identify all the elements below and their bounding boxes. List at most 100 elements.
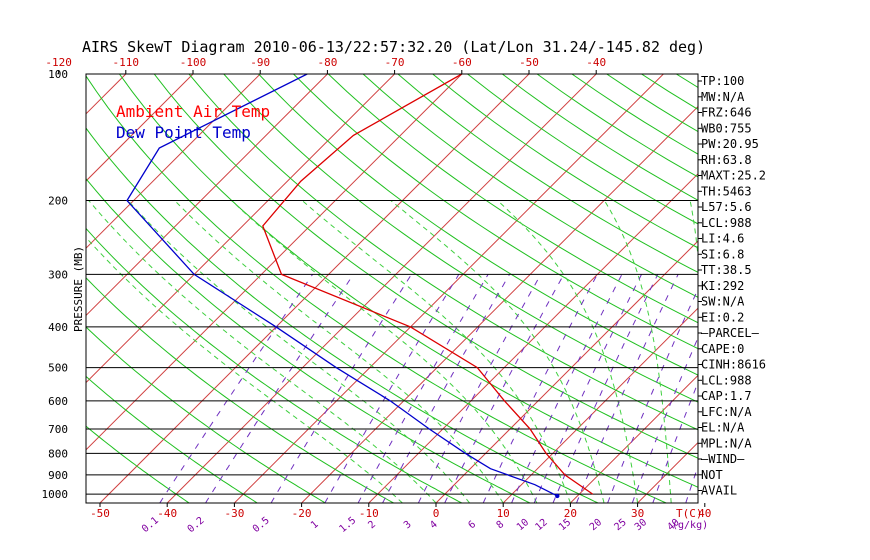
mixing-ratio-label: 2 <box>366 519 378 531</box>
isotherm-line <box>502 307 698 503</box>
stability-index-item: —PARCEL— <box>701 326 760 340</box>
bottom-temp-tick-label: -20 <box>292 507 312 520</box>
pressure-tick-label: 100 <box>48 68 68 81</box>
moist-adiabat-line <box>390 200 605 503</box>
bottom-temp-tick-label: 20 <box>564 507 577 520</box>
stability-index-item: CAP:1.7 <box>701 389 752 403</box>
top-temp-tick-label: -40 <box>586 56 606 69</box>
dry-adiabat-line <box>816 74 870 503</box>
isotherm-line <box>86 74 127 115</box>
stability-index-item: FRZ:646 <box>701 106 752 120</box>
dry-adiabat-line <box>362 74 698 298</box>
stability-index-item: TT:38.5 <box>701 263 752 277</box>
mixing-ratio-line <box>382 274 510 503</box>
stability-index-item: KI:292 <box>701 279 744 293</box>
bottom-temp-tick-label: -10 <box>359 507 379 520</box>
dry-adiabat-line <box>746 74 870 503</box>
isotherm-line <box>86 74 395 384</box>
pressure-tick-label: 1000 <box>42 488 69 501</box>
legend-air-temp: Ambient Air Temp <box>116 102 270 121</box>
pressure-tick-label: 500 <box>48 362 68 375</box>
mixing-ratio-label: 0.2 <box>186 515 207 535</box>
mixing-ratio-line <box>159 274 314 503</box>
mixing-ratio-line <box>552 274 659 503</box>
dry-adiabat-line <box>293 74 698 350</box>
dew-point-curve <box>126 74 558 497</box>
dry-adiabat-line <box>118 74 698 488</box>
legend: Ambient Air Temp Dew Point Temp <box>116 102 270 142</box>
top-temp-tick-label: -90 <box>250 56 270 69</box>
air-temp-curve <box>262 74 594 495</box>
dry-adiabat-line <box>86 277 394 503</box>
dry-adiabat-line <box>502 74 698 201</box>
isotherm-line <box>234 74 664 503</box>
isotherm-line <box>86 74 463 451</box>
mixing-ratio-label: 1.5 <box>337 515 358 535</box>
dry-adiabat-line <box>397 74 698 273</box>
stability-index-item: RH:63.8 <box>701 153 752 167</box>
moist-adiabat-line <box>88 200 437 503</box>
stability-index-item: L57:5.6 <box>701 200 752 214</box>
x-axis-label: T(C) <box>676 507 703 520</box>
dry-adiabat-line <box>781 74 870 503</box>
pressure-tick-label: 700 <box>48 423 68 436</box>
legend-dew-point: Dew Point Temp <box>116 123 251 142</box>
pressure-tick-label: 200 <box>48 195 68 208</box>
isotherm-line <box>86 74 261 249</box>
bottom-temp-tick-label: -50 <box>90 507 110 520</box>
dry-adiabat-line <box>153 74 698 459</box>
stability-index-item: TP:100 <box>701 74 744 88</box>
stability-index-item: LCL:988 <box>701 373 752 387</box>
dry-adiabat-line <box>86 326 326 503</box>
dry-adiabat-line <box>86 127 599 503</box>
stability-index-item: LI:4.6 <box>701 232 744 246</box>
mixing-ratio-label: 1 <box>309 519 321 531</box>
moist-adiabat-line <box>231 200 538 503</box>
mixing-ratio-label: 12 <box>534 517 550 533</box>
mixing-ratio-label: 4 <box>428 519 440 531</box>
stability-index-item: TH:5463 <box>701 184 752 198</box>
mixing-ratio-line <box>270 274 412 503</box>
mixing-ratio-line <box>482 274 598 503</box>
stability-index-item: LFC:N/A <box>701 405 752 419</box>
dry-adiabat-line <box>258 74 698 376</box>
dry-adiabat-line <box>850 74 870 503</box>
isotherm-line <box>0 74 59 503</box>
mixing-ratio-line <box>205 274 354 503</box>
moist-adiabat-line <box>603 200 672 503</box>
stability-index-item: EL:N/A <box>701 421 745 435</box>
isotherm-line <box>166 74 597 503</box>
pressure-tick-label: 800 <box>48 447 68 460</box>
pressure-tick-label: 600 <box>48 395 68 408</box>
mixing-ratio-label: 20 <box>588 517 604 533</box>
top-temp-tick-label: -80 <box>317 56 337 69</box>
stability-index-item: SW:N/A <box>701 295 745 309</box>
bottom-temp-tick-label: 10 <box>497 507 510 520</box>
top-temp-tick-label: -110 <box>113 56 140 69</box>
pressure-tick-label: 300 <box>48 268 68 281</box>
mixing-ratio-label: 25 <box>612 517 628 533</box>
pressure-tick-label: 400 <box>48 321 68 334</box>
mixing-ratio-line <box>511 274 623 503</box>
dry-adiabat-line <box>467 74 698 225</box>
bottom-temp-tick-label: 30 <box>631 507 644 520</box>
top-temp-tick-label: -70 <box>385 56 405 69</box>
moist-adiabat-line <box>301 200 571 503</box>
mixing-ratio-label: 8 <box>495 519 507 531</box>
top-temp-tick-label: -100 <box>180 56 207 69</box>
mixing-ratio-label: 0.5 <box>251 515 272 535</box>
stability-index-item: CAPE:0 <box>701 342 744 356</box>
stability-index-item: MAXT:25.2 <box>701 169 766 183</box>
stability-index-item: CINH:8616 <box>701 358 766 372</box>
dry-adiabat-line <box>86 227 463 503</box>
top-temp-tick-label: -60 <box>452 56 472 69</box>
isotherm-line <box>86 74 328 317</box>
y-axis-label: PRESSURE (MB) <box>72 246 85 332</box>
dry-adiabat-line <box>86 177 531 503</box>
mixing-ratio-line <box>417 274 542 503</box>
mixing-ratio-label: 6 <box>466 519 478 531</box>
top-temp-tick-label: -120 <box>45 56 72 69</box>
dry-adiabat-line <box>188 74 698 431</box>
dry-adiabat-line <box>86 375 258 503</box>
